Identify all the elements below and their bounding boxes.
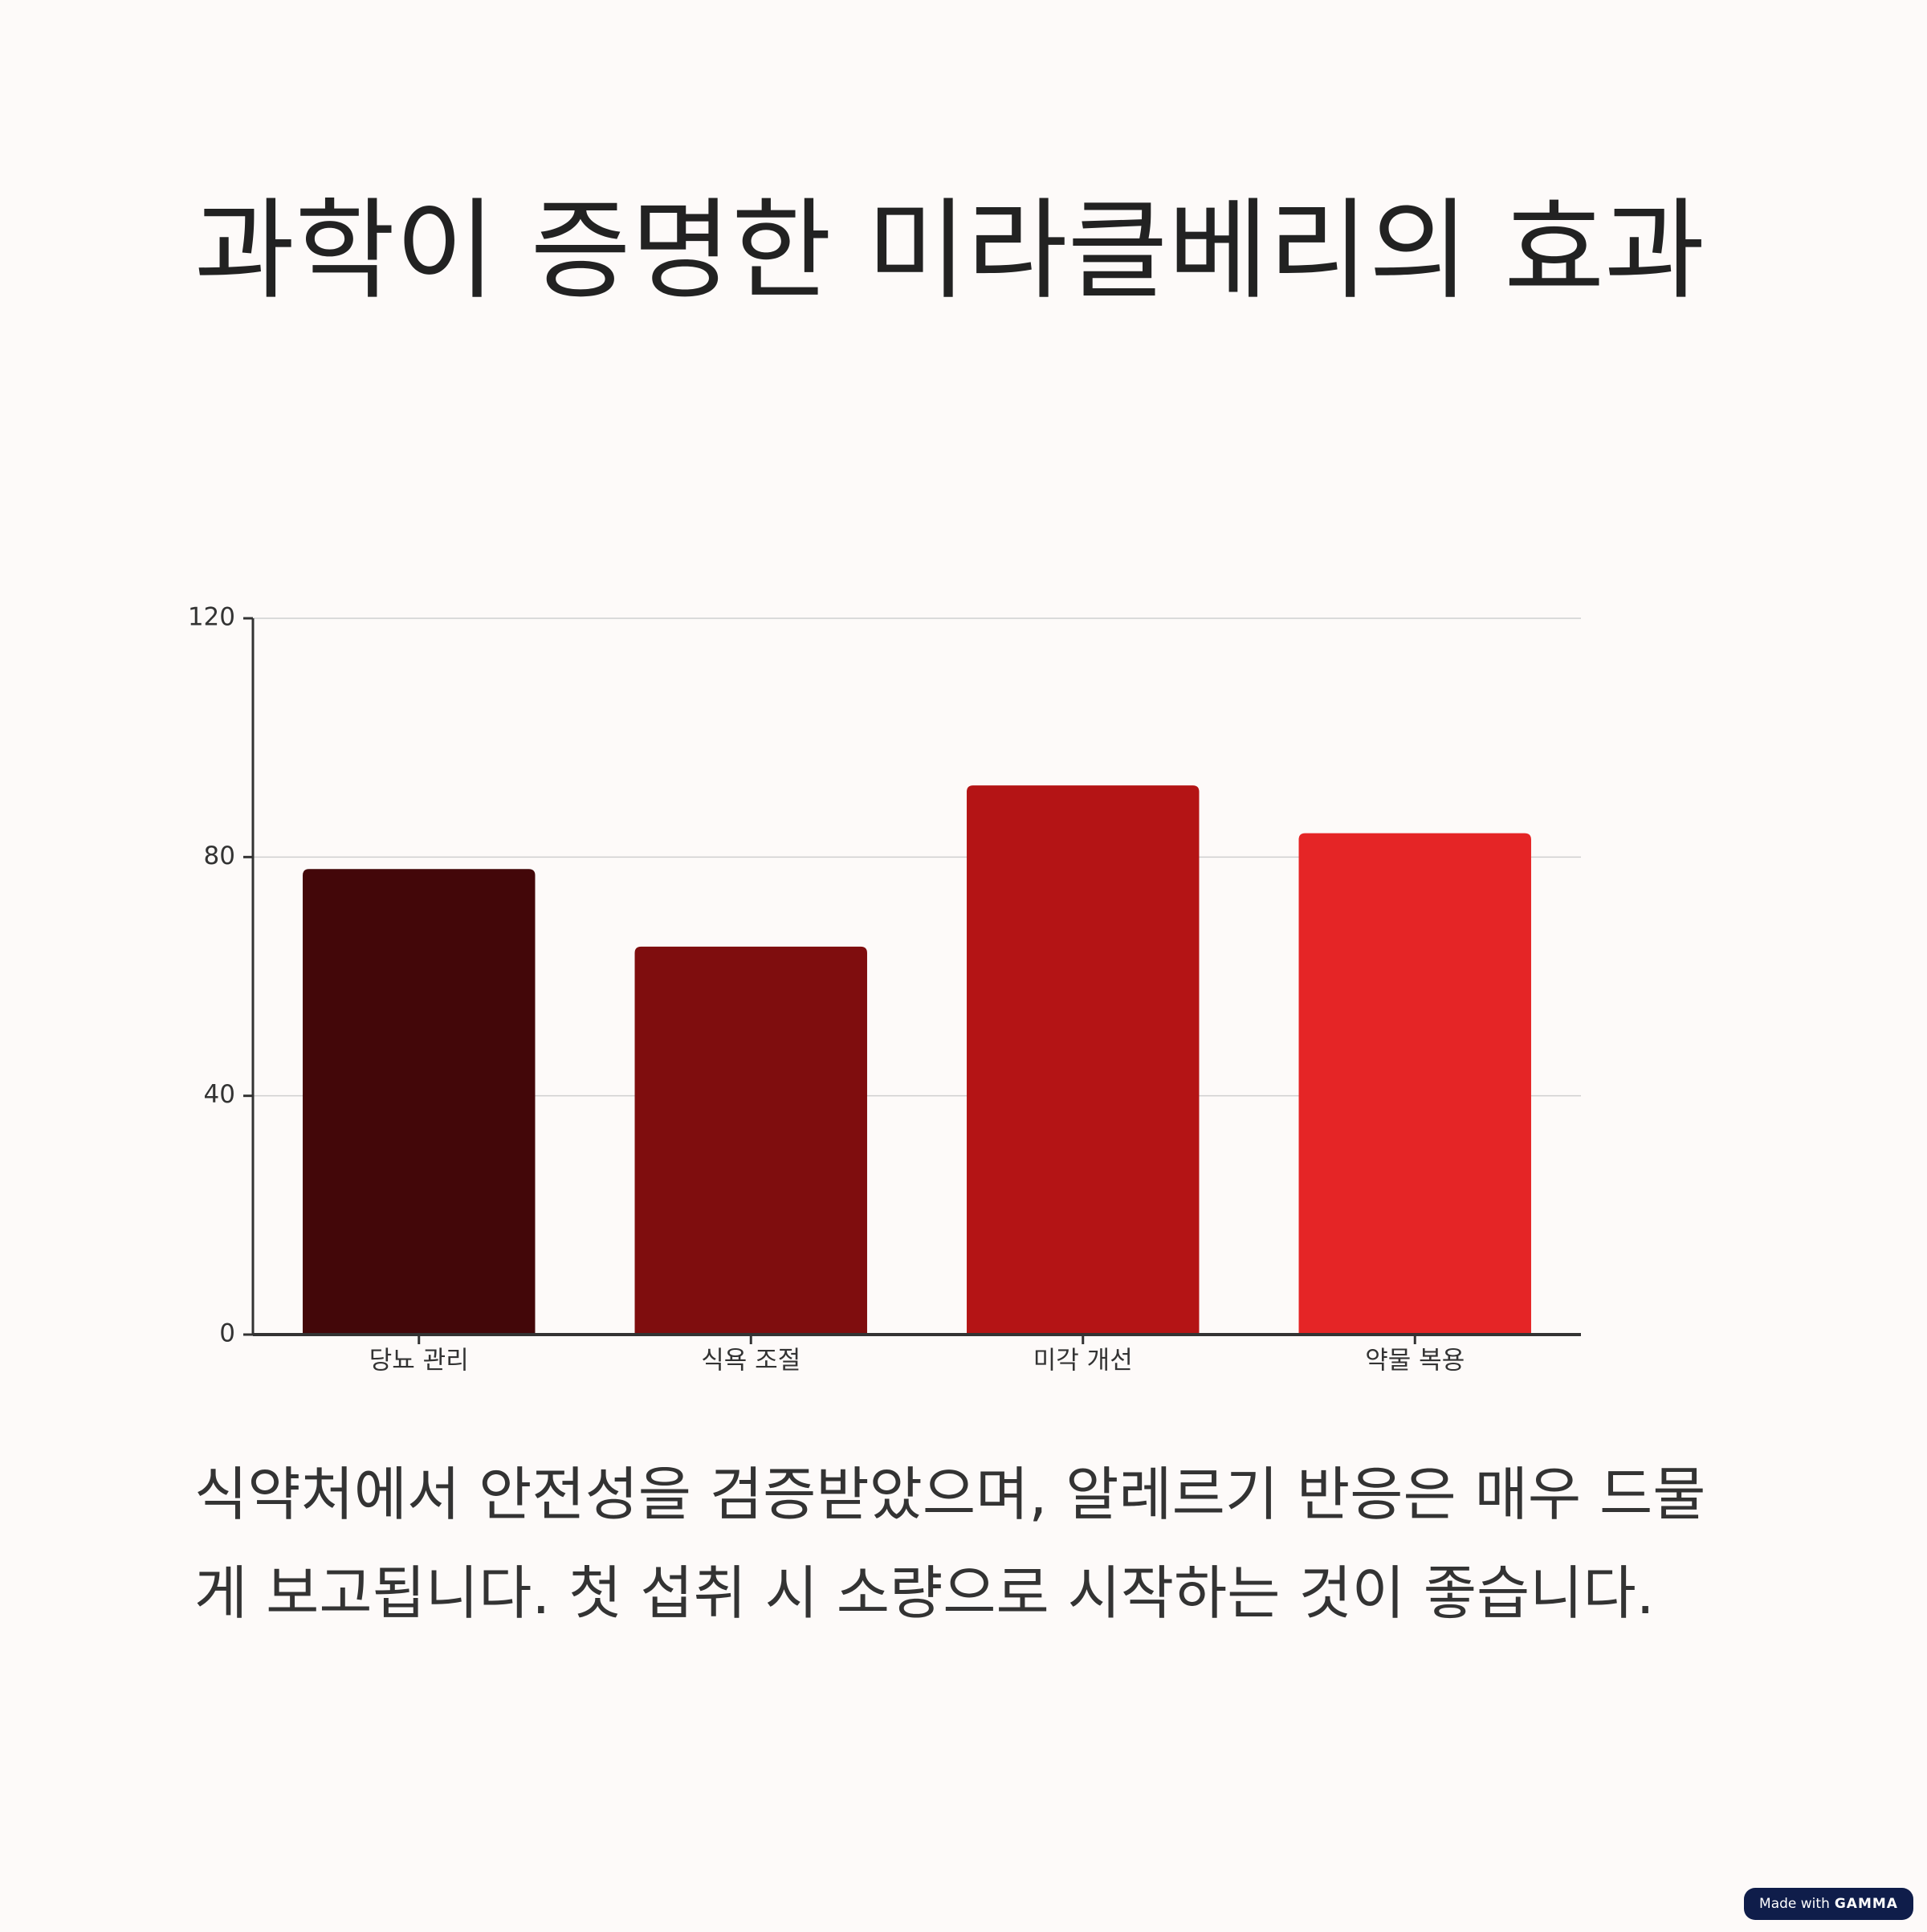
badge-prefix: Made with (1759, 1896, 1830, 1912)
title: 과학이 증명한 미라클베리의 효과 (194, 188, 1705, 315)
chart: 0 40 80 120 당뇨 관리 식욕 조절 미각 개선 약물 복용 (188, 603, 1581, 1376)
x-tick-label: 미각 개선 (1033, 1347, 1133, 1376)
badge-brand: GAMMA (1834, 1896, 1898, 1912)
bar (1298, 833, 1531, 1335)
x-tick-label: 식욕 조절 (701, 1347, 801, 1376)
y-tick-label: 40 (204, 1080, 235, 1109)
x-tick-label: 약물 복용 (1365, 1347, 1465, 1376)
bar (634, 946, 867, 1335)
bar (303, 869, 536, 1335)
y-tick-label: 80 (204, 842, 235, 870)
badge[interactable]: Made with GAMMA (1744, 1888, 1913, 1920)
y-tick-label: 0 (219, 1319, 235, 1348)
x-tick-label: 당뇨 관리 (369, 1347, 469, 1376)
bar (967, 785, 1200, 1335)
y-tick-label: 120 (188, 603, 235, 632)
body-text: 식약처에서 안전성을 검증받았으며, 알레르기 반응은 매우 드물게 보고됩니다… (194, 1461, 1706, 1627)
